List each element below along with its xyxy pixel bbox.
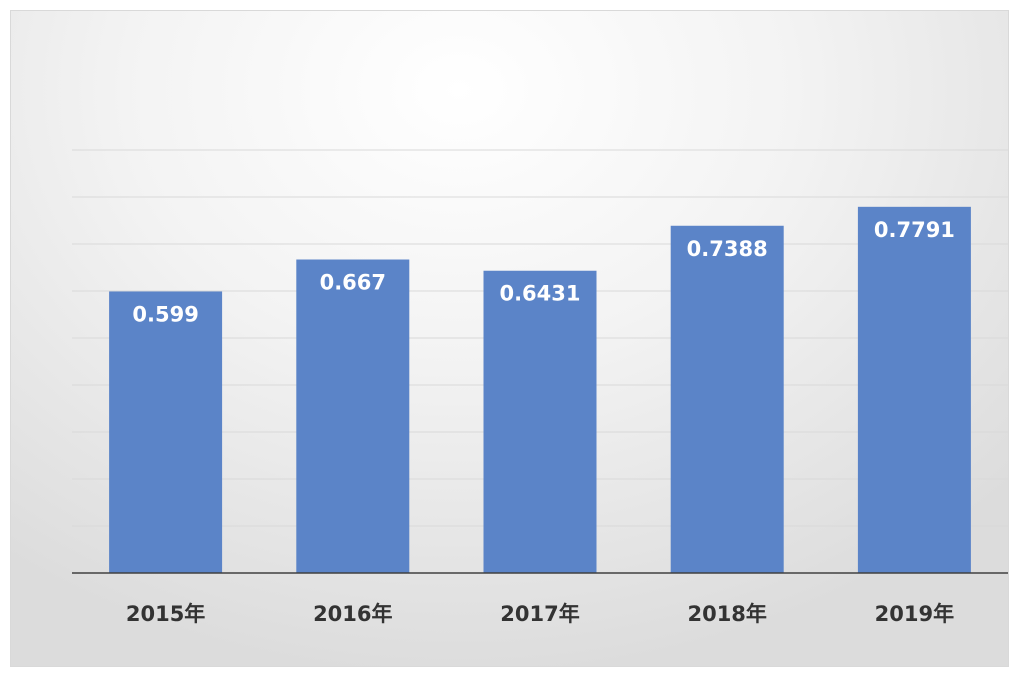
bar-value-label: 0.599 [132,302,198,326]
bar-value-label: 0.667 [320,271,386,295]
bar-2 [296,259,410,573]
bar-value-label: 0.7791 [874,218,955,242]
x-tick-label: 2018年 [687,602,766,626]
x-tick-label: 2015年 [126,602,205,626]
bar-1 [109,291,223,573]
x-tick-label: 2017年 [500,602,579,626]
x-tick-label: 2016年 [313,602,392,626]
bar-3 [483,270,597,573]
bar-4 [670,225,784,573]
x-axis-tick-labels: 2015年 2016年 2017年 2018年 2019年 [126,602,954,626]
bar-5 [857,206,971,573]
bars: 0.599 0.667 0.6431 0.7388 0.7791 [109,206,971,573]
x-tick-label: 2019年 [875,602,954,626]
bar-value-label: 0.6431 [499,282,580,306]
bar-value-label: 0.7388 [687,237,768,261]
